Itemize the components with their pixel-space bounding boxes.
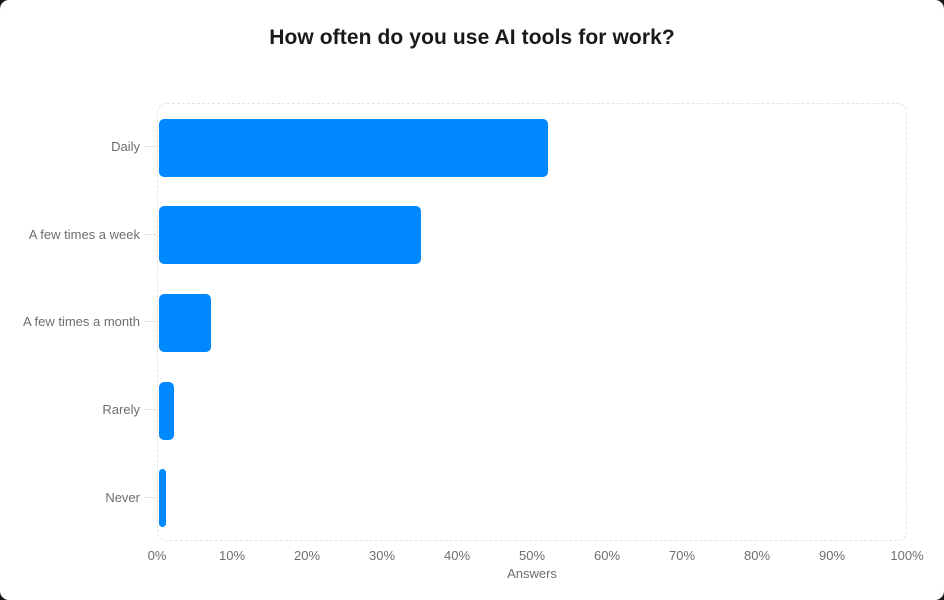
bar-row xyxy=(158,104,906,192)
x-axis-ticks: 0% 10% 20% 30% 40% 50% 60% 70% 80% 90% 1… xyxy=(148,548,924,564)
x-axis-tick-label: 50% xyxy=(518,548,546,563)
y-axis-label-daily: Daily xyxy=(111,139,140,155)
y-axis-label-row: A few times a week xyxy=(0,191,156,279)
y-axis-tick-mark xyxy=(144,409,156,411)
bar-never xyxy=(159,469,167,528)
x-axis-tick-label: 30% xyxy=(368,548,396,563)
y-axis-labels: Daily A few times a week A few times a m… xyxy=(0,103,156,541)
bar-row xyxy=(158,192,906,280)
y-axis-label-row: Daily xyxy=(0,103,156,191)
y-axis-tick-mark xyxy=(144,321,156,323)
x-axis-title: Answers xyxy=(507,566,557,581)
y-axis-tick-mark xyxy=(144,233,156,235)
x-axis-tick-label: 40% xyxy=(443,548,471,563)
bar-few-times-month xyxy=(159,293,212,352)
x-axis-tick-label: 90% xyxy=(818,548,846,563)
y-axis-label-few-times-month: A few times a month xyxy=(22,314,140,330)
y-axis-tick-mark xyxy=(144,496,156,498)
bar-row xyxy=(158,279,906,367)
x-axis-tick-label: 10% xyxy=(218,548,246,563)
y-axis-label-rarely: Rarely xyxy=(102,402,140,418)
x-axis-tick-label: 100% xyxy=(890,548,924,563)
bar-row xyxy=(158,367,906,455)
x-axis-tick-label: 20% xyxy=(293,548,321,563)
y-axis-tick-mark xyxy=(144,146,156,148)
y-axis-label-never: Never xyxy=(105,489,140,505)
x-axis-tick-label: 0% xyxy=(147,548,167,563)
bar-row xyxy=(158,454,906,542)
bar-few-times-week xyxy=(159,206,421,265)
chart-title: How often do you use AI tools for work? xyxy=(269,26,675,49)
y-axis-label-row: Rarely xyxy=(0,366,156,454)
bar-daily xyxy=(159,118,548,177)
y-axis-label-row: Never xyxy=(0,453,156,541)
plot-area xyxy=(157,103,907,541)
x-axis-tick-label: 70% xyxy=(668,548,696,563)
y-axis-label-few-times-week: A few times a week xyxy=(28,226,140,242)
bar-rarely xyxy=(159,381,174,440)
x-axis-tick-label: 60% xyxy=(593,548,621,563)
y-axis-label-row: A few times a month xyxy=(0,278,156,366)
x-axis-tick-label: 80% xyxy=(743,548,771,563)
